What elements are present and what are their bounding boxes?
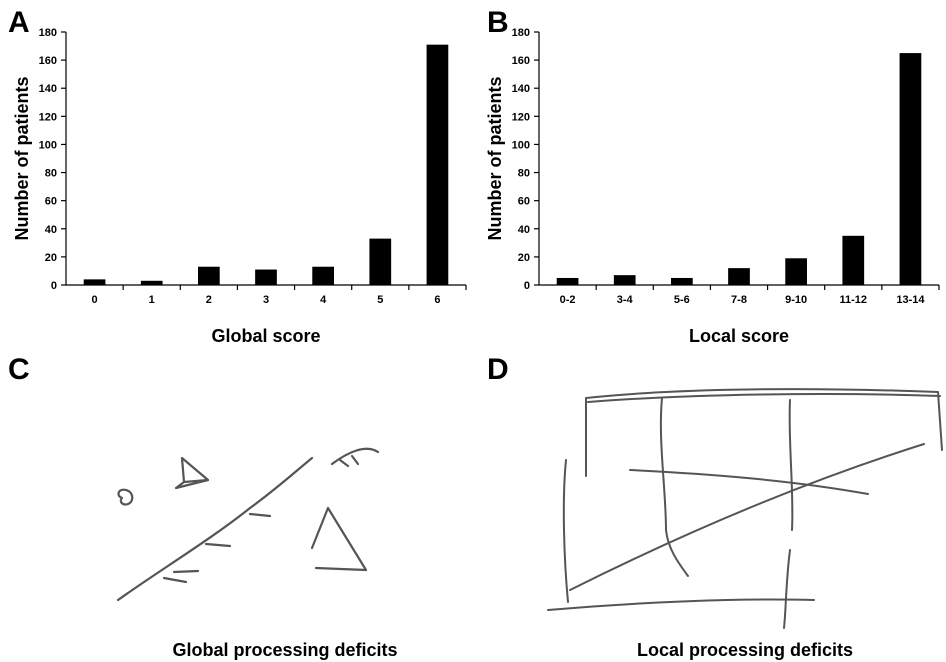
chart-a-bar-2 — [198, 266, 220, 285]
chart-b-y-tick-label: 40 — [518, 224, 530, 236]
chart-a-x-axis-label: Global score — [211, 326, 320, 346]
panel-letter-c: C — [8, 353, 30, 386]
drawing-crossing-line-2 — [569, 443, 925, 591]
chart-a-y-tick-label: 20 — [45, 252, 57, 264]
drawing-small-triangle — [174, 456, 210, 490]
chart-b-y-tick-label: 140 — [512, 83, 530, 95]
drawing-top-frame-inner — [587, 393, 941, 403]
chart-a-x-tick-label: 4 — [320, 294, 327, 306]
chart-b-x-axis-label: Local score — [689, 326, 789, 346]
chart-a-bar-3 — [255, 269, 277, 285]
drawing-vertical-1 — [659, 397, 689, 577]
chart-b-y-tick-label: 180 — [512, 27, 530, 39]
chart-b-y-tick-label: 0 — [524, 280, 530, 292]
chart-a-y-tick-label: 100 — [39, 139, 57, 151]
chart-a-bar-5 — [369, 238, 392, 285]
drawing-small-arc — [330, 447, 380, 468]
drawing-top-frame — [585, 388, 943, 477]
chart-b-y-tick-label: 20 — [518, 252, 530, 264]
panel-letter-a: A — [8, 6, 30, 39]
caption-c: Global processing deficits — [172, 640, 398, 660]
chart-a-bar-6 — [426, 44, 449, 286]
panel-letter-b: B — [487, 6, 509, 39]
chart-b-bar-0-2 — [556, 277, 579, 285]
chart-a-x-tick-label: 2 — [206, 294, 212, 306]
chart-a-y-tick-label: 160 — [39, 55, 57, 67]
chart-b-y-tick-label: 60 — [518, 196, 530, 208]
drawing-vertical-4 — [562, 459, 569, 603]
chart-a-x-tick-label: 1 — [149, 294, 155, 306]
panel-letter-d: D — [487, 353, 509, 386]
chart-b-y-axis-label: Number of patients — [485, 76, 505, 240]
chart-b-bar-13-14 — [899, 53, 922, 286]
global-score-bar-chart: 0 20 40 60 80 100 120 140 160 180 0 1 2 3 4 5 6 Global sc… — [12, 27, 467, 346]
chart-a-x-tick-label: 3 — [263, 294, 269, 306]
chart-a-y-tick-label: 140 — [39, 83, 57, 95]
chart-b-bar-9-10 — [785, 258, 807, 285]
chart-b-x-tick-label: 13-14 — [896, 294, 925, 306]
chart-b-y-tick-label: 80 — [518, 168, 530, 180]
chart-b-y-tick-label: 160 — [512, 55, 530, 67]
chart-a-y-tick-label: 0 — [51, 280, 57, 292]
chart-b-bar-5-6 — [671, 277, 693, 285]
chart-a-y-tick-label: 180 — [39, 27, 57, 39]
chart-b-x-tick-label: 5-6 — [674, 294, 690, 306]
chart-a-x-tick-label: 5 — [377, 294, 383, 306]
chart-b-bar-11-12 — [842, 235, 865, 285]
chart-b-y-tick-label: 100 — [512, 139, 530, 151]
caption-d: Local processing deficits — [636, 640, 854, 660]
chart-b-bar-3-4 — [613, 275, 636, 285]
chart-a-y-tick-label: 80 — [45, 168, 57, 180]
drawing-small-circle — [117, 488, 134, 506]
drawing-large-triangle — [310, 506, 368, 572]
local-score-bar-chart: 0 20 40 60 80 100 120 140 160 180 0-2 3-4 5-6 7-8 9-10… — [485, 27, 940, 346]
chart-a-y-tick-label: 40 — [45, 224, 57, 236]
global-deficit-drawing — [116, 447, 380, 602]
chart-a-bar-0 — [83, 279, 106, 285]
chart-a-y-axis-label: Number of patients — [12, 76, 32, 240]
drawing-vertical-3 — [783, 549, 791, 629]
drawing-bottom-line — [547, 598, 815, 611]
chart-a-bar-1 — [140, 280, 163, 285]
chart-b-x-tick-label: 3-4 — [617, 294, 634, 306]
chart-b-bar-7-8 — [728, 268, 750, 285]
chart-a-x-tick-label: 6 — [434, 294, 440, 306]
drawing-diagonal-line — [116, 456, 314, 602]
chart-a-y-tick-label: 120 — [39, 111, 57, 123]
chart-b-x-tick-label: 9-10 — [785, 294, 807, 306]
drawing-tick-4 — [162, 576, 188, 584]
drawing-crossing-line-1 — [629, 469, 869, 495]
chart-a-x-tick-label: 0 — [92, 294, 98, 306]
drawing-tick-3 — [248, 512, 272, 518]
drawing-vertical-2 — [788, 399, 794, 531]
chart-a-y-tick-label: 60 — [45, 196, 57, 208]
chart-a-bar-4 — [312, 266, 334, 285]
drawing-tick-1 — [172, 569, 200, 574]
chart-b-x-tick-label: 0-2 — [560, 294, 576, 306]
chart-b-x-tick-label: 11-12 — [840, 294, 868, 306]
chart-b-x-tick-label: 7-8 — [731, 294, 747, 306]
local-deficit-drawing — [547, 388, 943, 629]
chart-b-y-tick-label: 120 — [512, 111, 530, 123]
drawing-tick-2 — [204, 542, 232, 548]
